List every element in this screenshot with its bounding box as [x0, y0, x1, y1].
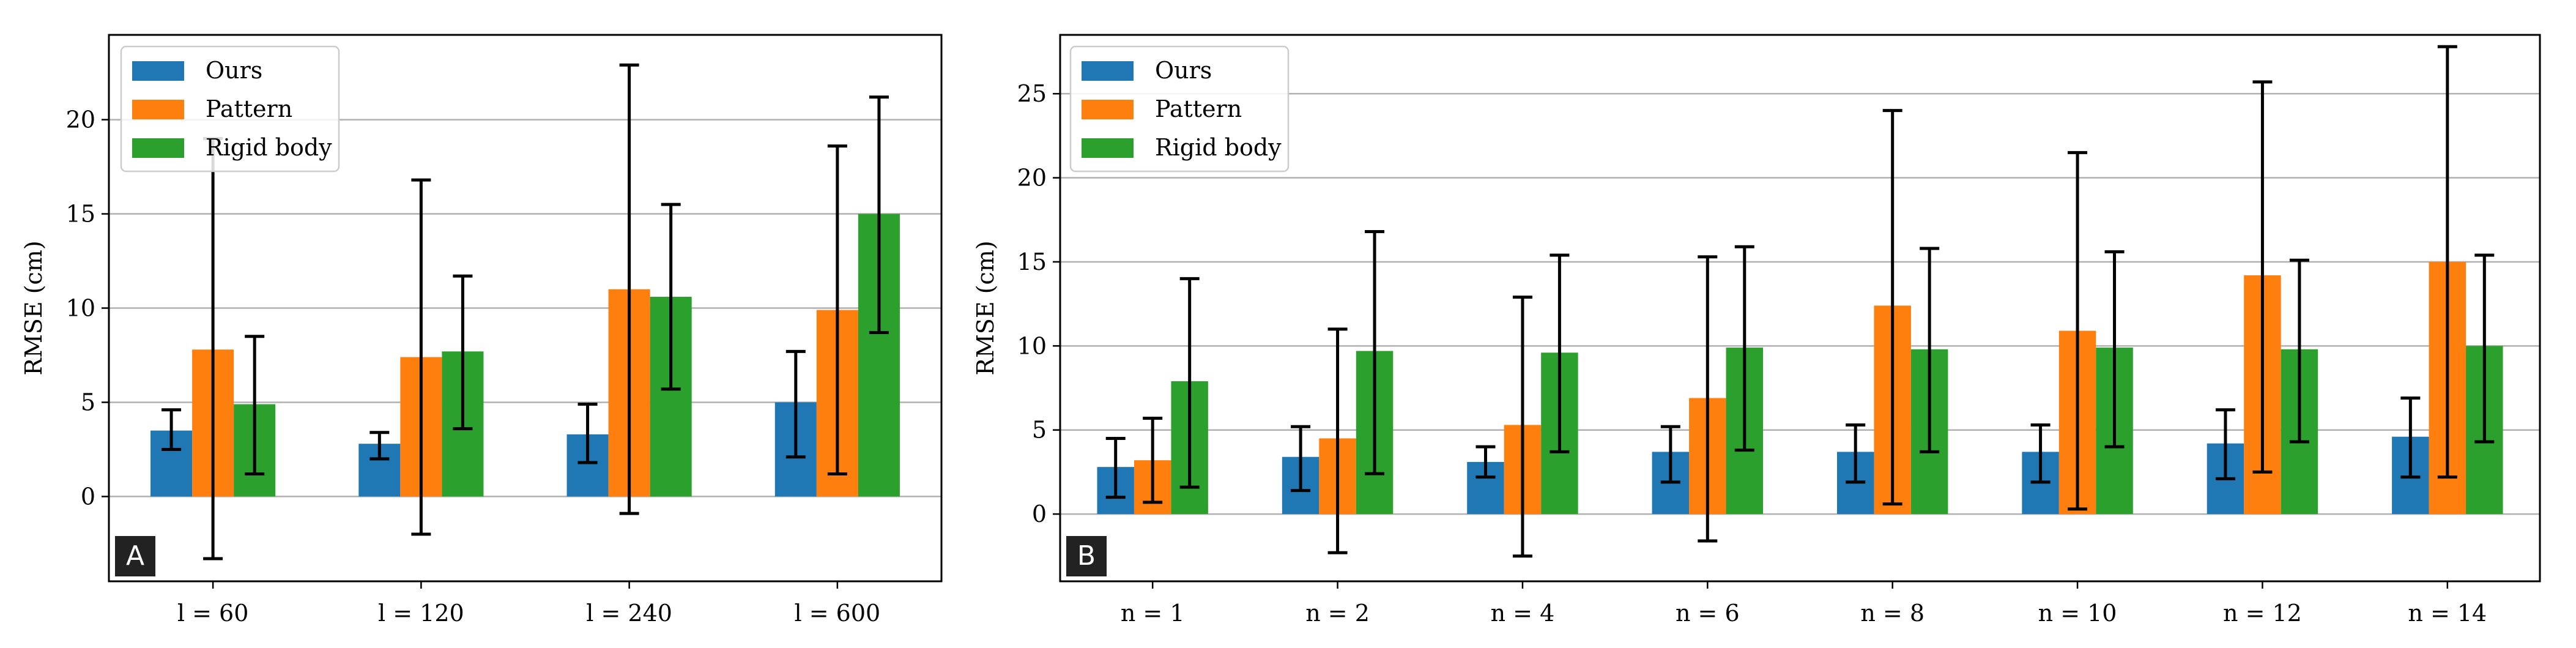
panel-b-xtick-label: n = 6 [1676, 600, 1740, 627]
panel-a-legend-label: Rigid body [206, 134, 332, 161]
panel-b-axes-frame [1059, 34, 2541, 583]
panel-b-xtick-label: n = 10 [2038, 600, 2117, 627]
panel-a-legend-swatch [132, 61, 184, 81]
panel-a-legend-swatch [132, 138, 184, 158]
panel-a-xtick-label: l = 240 [586, 600, 672, 627]
panel-b-label: B [1077, 540, 1096, 572]
panel-b-ytick-label: 0 [1032, 501, 1047, 527]
panel-a-ylabel: RMSE (cm) [20, 240, 47, 375]
panel-a-ytick-label: 15 [66, 201, 95, 228]
panel-b-legend-swatch [1082, 61, 1134, 81]
panel-b-ytick-label: 15 [1017, 248, 1047, 275]
panel-a-xtick-label: l = 60 [177, 600, 249, 627]
panel-a-ytick-label: 5 [81, 389, 95, 415]
panel-a-label: A [126, 540, 144, 572]
panel-b-xtick-label: n = 8 [1860, 600, 1925, 627]
panel-b-chart: 0 5 10 15 20 25 n = 1 n = 2 n = 4 n = 6 n = 8 n = 1… [972, 34, 2541, 627]
panel-b-legend-label: Ours [1155, 57, 1212, 84]
panel-a-label-box [115, 536, 155, 576]
panel-a-axes-frame [108, 34, 943, 583]
panel-b-xtick-label: n = 2 [1305, 600, 1370, 627]
panel-b-ytick-label: 25 [1017, 80, 1047, 107]
panel-b-xtick-label: n = 1 [1121, 600, 1185, 627]
panel-b-ytick-label: 10 [1017, 332, 1047, 359]
panel-a-ytick-label: 10 [66, 295, 95, 322]
panel-b-xtick-label: n = 12 [2223, 600, 2302, 627]
panel-b-legend-label: Pattern [1155, 95, 1242, 122]
panel-b-xtick-label: n = 14 [2408, 600, 2487, 627]
panel-b-xtick-label: n = 4 [1491, 600, 1555, 627]
panel-a-legend-label: Ours [206, 57, 262, 84]
panel-b-legend-label: Rigid body [1155, 134, 1282, 161]
panel-b-legend-swatch [1082, 138, 1134, 158]
panel-b-ytick-label: 5 [1032, 417, 1047, 444]
panel-a-chart: 0 5 10 15 20 l = 60 l = 120 l = 240 l = 600 RMSE … [20, 34, 943, 627]
panel-a-ytick-label: 20 [66, 106, 95, 133]
panel-a-ytick-label: 0 [81, 483, 95, 510]
panel-b-ytick-label: 20 [1017, 165, 1047, 192]
panel-a-legend-label: Pattern [206, 95, 292, 122]
panel-a-xtick-label: l = 600 [795, 600, 881, 627]
panel-a-xtick-label: l = 120 [378, 600, 464, 627]
panel-b-label-box [1066, 536, 1107, 576]
panel-b-legend-swatch [1082, 100, 1134, 119]
panel-a-legend-swatch [132, 100, 184, 119]
panel-b-ylabel: RMSE (cm) [972, 240, 999, 375]
